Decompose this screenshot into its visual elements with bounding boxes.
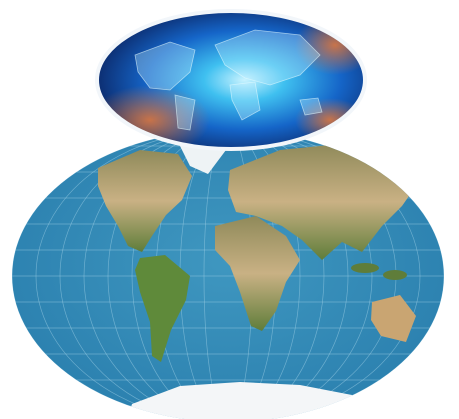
glowing-continents bbox=[134, 29, 323, 131]
south-america bbox=[135, 255, 190, 362]
north-america bbox=[98, 150, 192, 252]
eurasia bbox=[228, 144, 416, 260]
space-map bbox=[95, 9, 367, 151]
australia bbox=[371, 295, 416, 342]
new-guinea bbox=[383, 270, 407, 280]
space-map-border bbox=[95, 9, 367, 151]
antarctica bbox=[128, 382, 362, 419]
indonesia bbox=[351, 263, 379, 273]
africa bbox=[215, 216, 300, 331]
world-map bbox=[12, 130, 444, 419]
